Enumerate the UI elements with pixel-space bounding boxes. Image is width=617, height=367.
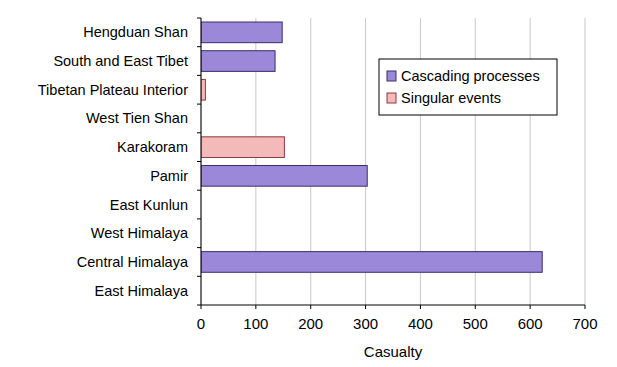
category-tick — [197, 276, 201, 277]
chart-svg: 0 100 200 300 400 500 600 700 Hengduan Shan South… — [0, 0, 617, 367]
axis-label: Casualty — [364, 343, 423, 360]
category-tick — [197, 18, 201, 19]
category-tick — [197, 75, 201, 76]
category-tick — [197, 104, 201, 105]
bar — [201, 137, 284, 158]
category-tick — [197, 46, 201, 47]
bar — [201, 166, 367, 187]
tick-mark — [365, 305, 366, 309]
category-tick — [197, 305, 201, 306]
tick-label: 600 — [518, 315, 543, 332]
category-label: East Kunlun — [110, 197, 188, 213]
tick-mark — [201, 305, 202, 309]
category-label: Karakoram — [117, 139, 188, 155]
category-tick — [197, 190, 201, 191]
grid-line — [585, 18, 586, 305]
category-label: Hengduan Shan — [83, 24, 188, 40]
category-label: West Tien Shan — [86, 110, 188, 126]
category-label: Pamir — [150, 168, 188, 184]
legend-swatch — [387, 71, 396, 81]
category-tick — [197, 218, 201, 219]
category-tick — [197, 247, 201, 248]
legend-label: Cascading processes — [401, 68, 540, 84]
x-axis — [201, 305, 585, 306]
bar — [201, 51, 275, 72]
legend-swatch — [387, 93, 396, 103]
tick-mark — [585, 305, 586, 309]
tick-label: 500 — [463, 315, 488, 332]
tick-mark — [310, 305, 311, 309]
category-label: Tibetan Plateau Interior — [38, 82, 188, 98]
category-label: Central Himalaya — [77, 254, 189, 270]
bar — [201, 252, 542, 273]
category-label: East Himalaya — [95, 283, 189, 299]
category-label: South and East Tibet — [53, 53, 188, 69]
legend: Cascading processes Singular events — [379, 59, 557, 115]
tick-label: 400 — [408, 315, 433, 332]
tick-mark — [475, 305, 476, 309]
legend-label: Singular events — [401, 90, 501, 106]
category-tick — [197, 132, 201, 133]
tick-mark — [255, 305, 256, 309]
legend-box — [379, 59, 557, 115]
tick-mark — [420, 305, 421, 309]
tick-label: 300 — [353, 315, 378, 332]
tick-label: 200 — [298, 315, 323, 332]
tick-label: 100 — [243, 315, 268, 332]
chart-container: 0 100 200 300 400 500 600 700 Hengduan Shan South… — [0, 0, 617, 367]
bar — [201, 22, 282, 43]
tick-label: 700 — [572, 315, 597, 332]
bar — [201, 79, 205, 100]
tick-label: 0 — [197, 315, 205, 332]
tick-mark — [530, 305, 531, 309]
category-tick — [197, 161, 201, 162]
category-label: West Himalaya — [91, 225, 189, 241]
